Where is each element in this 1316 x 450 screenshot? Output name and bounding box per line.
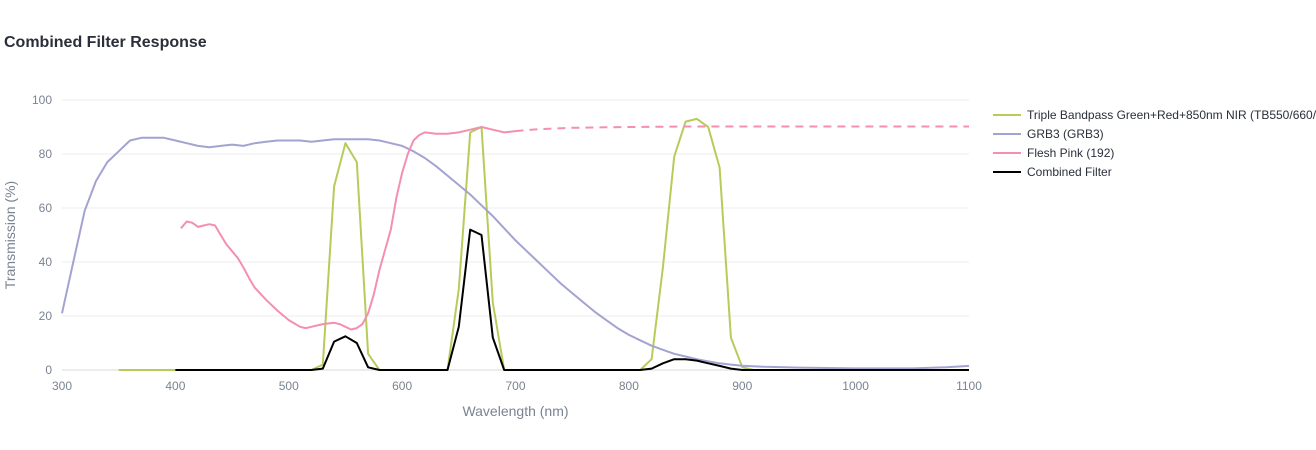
x-tick-label: 1100 — [956, 379, 982, 393]
y-tick-label: 80 — [39, 147, 53, 161]
y-tick-labels: 0 20 40 60 80 100 — [32, 93, 52, 377]
series-line-1 — [61, 136, 970, 370]
series-lines — [61, 117, 970, 371]
y-tick-label: 0 — [45, 363, 52, 377]
legend-item-label[interactable]: Combined Filter — [1027, 165, 1112, 179]
x-axis-label: Wavelength (nm) — [462, 403, 568, 419]
x-tick-label: 1000 — [842, 379, 869, 393]
x-tick-label: 500 — [279, 379, 299, 393]
legend-item-label[interactable]: GRB3 (GRB3) — [1027, 127, 1104, 141]
legend-item-label[interactable]: Triple Bandpass Green+Red+850nm NIR (TB5… — [1027, 108, 1316, 122]
y-tick-label: 60 — [39, 201, 53, 215]
x-tick-label: 700 — [505, 379, 525, 393]
y-tick-label: 20 — [39, 309, 53, 323]
series-line-2 — [180, 126, 516, 331]
series-line-0 — [118, 117, 969, 371]
y-tick-label: 40 — [39, 255, 53, 269]
series-line-3 — [515, 125, 969, 133]
y-tick-label: 100 — [32, 93, 52, 107]
x-tick-label: 800 — [619, 379, 639, 393]
x-tick-label: 300 — [52, 379, 72, 393]
x-tick-label: 900 — [732, 379, 752, 393]
series-line-4 — [175, 228, 969, 371]
y-axis-label: Transmission (%) — [2, 181, 18, 289]
gridlines — [62, 99, 969, 371]
legend[interactable]: Triple Bandpass Green+Red+850nm NIR (TB5… — [993, 108, 1316, 179]
x-tick-label: 600 — [392, 379, 412, 393]
x-tick-label: 400 — [165, 379, 185, 393]
legend-item-label[interactable]: Flesh Pink (192) — [1027, 146, 1114, 160]
chart-title: Combined Filter Response — [4, 34, 207, 51]
x-tick-labels: 300 400 500 600 700 800 900 1000 1100 — [52, 379, 982, 393]
